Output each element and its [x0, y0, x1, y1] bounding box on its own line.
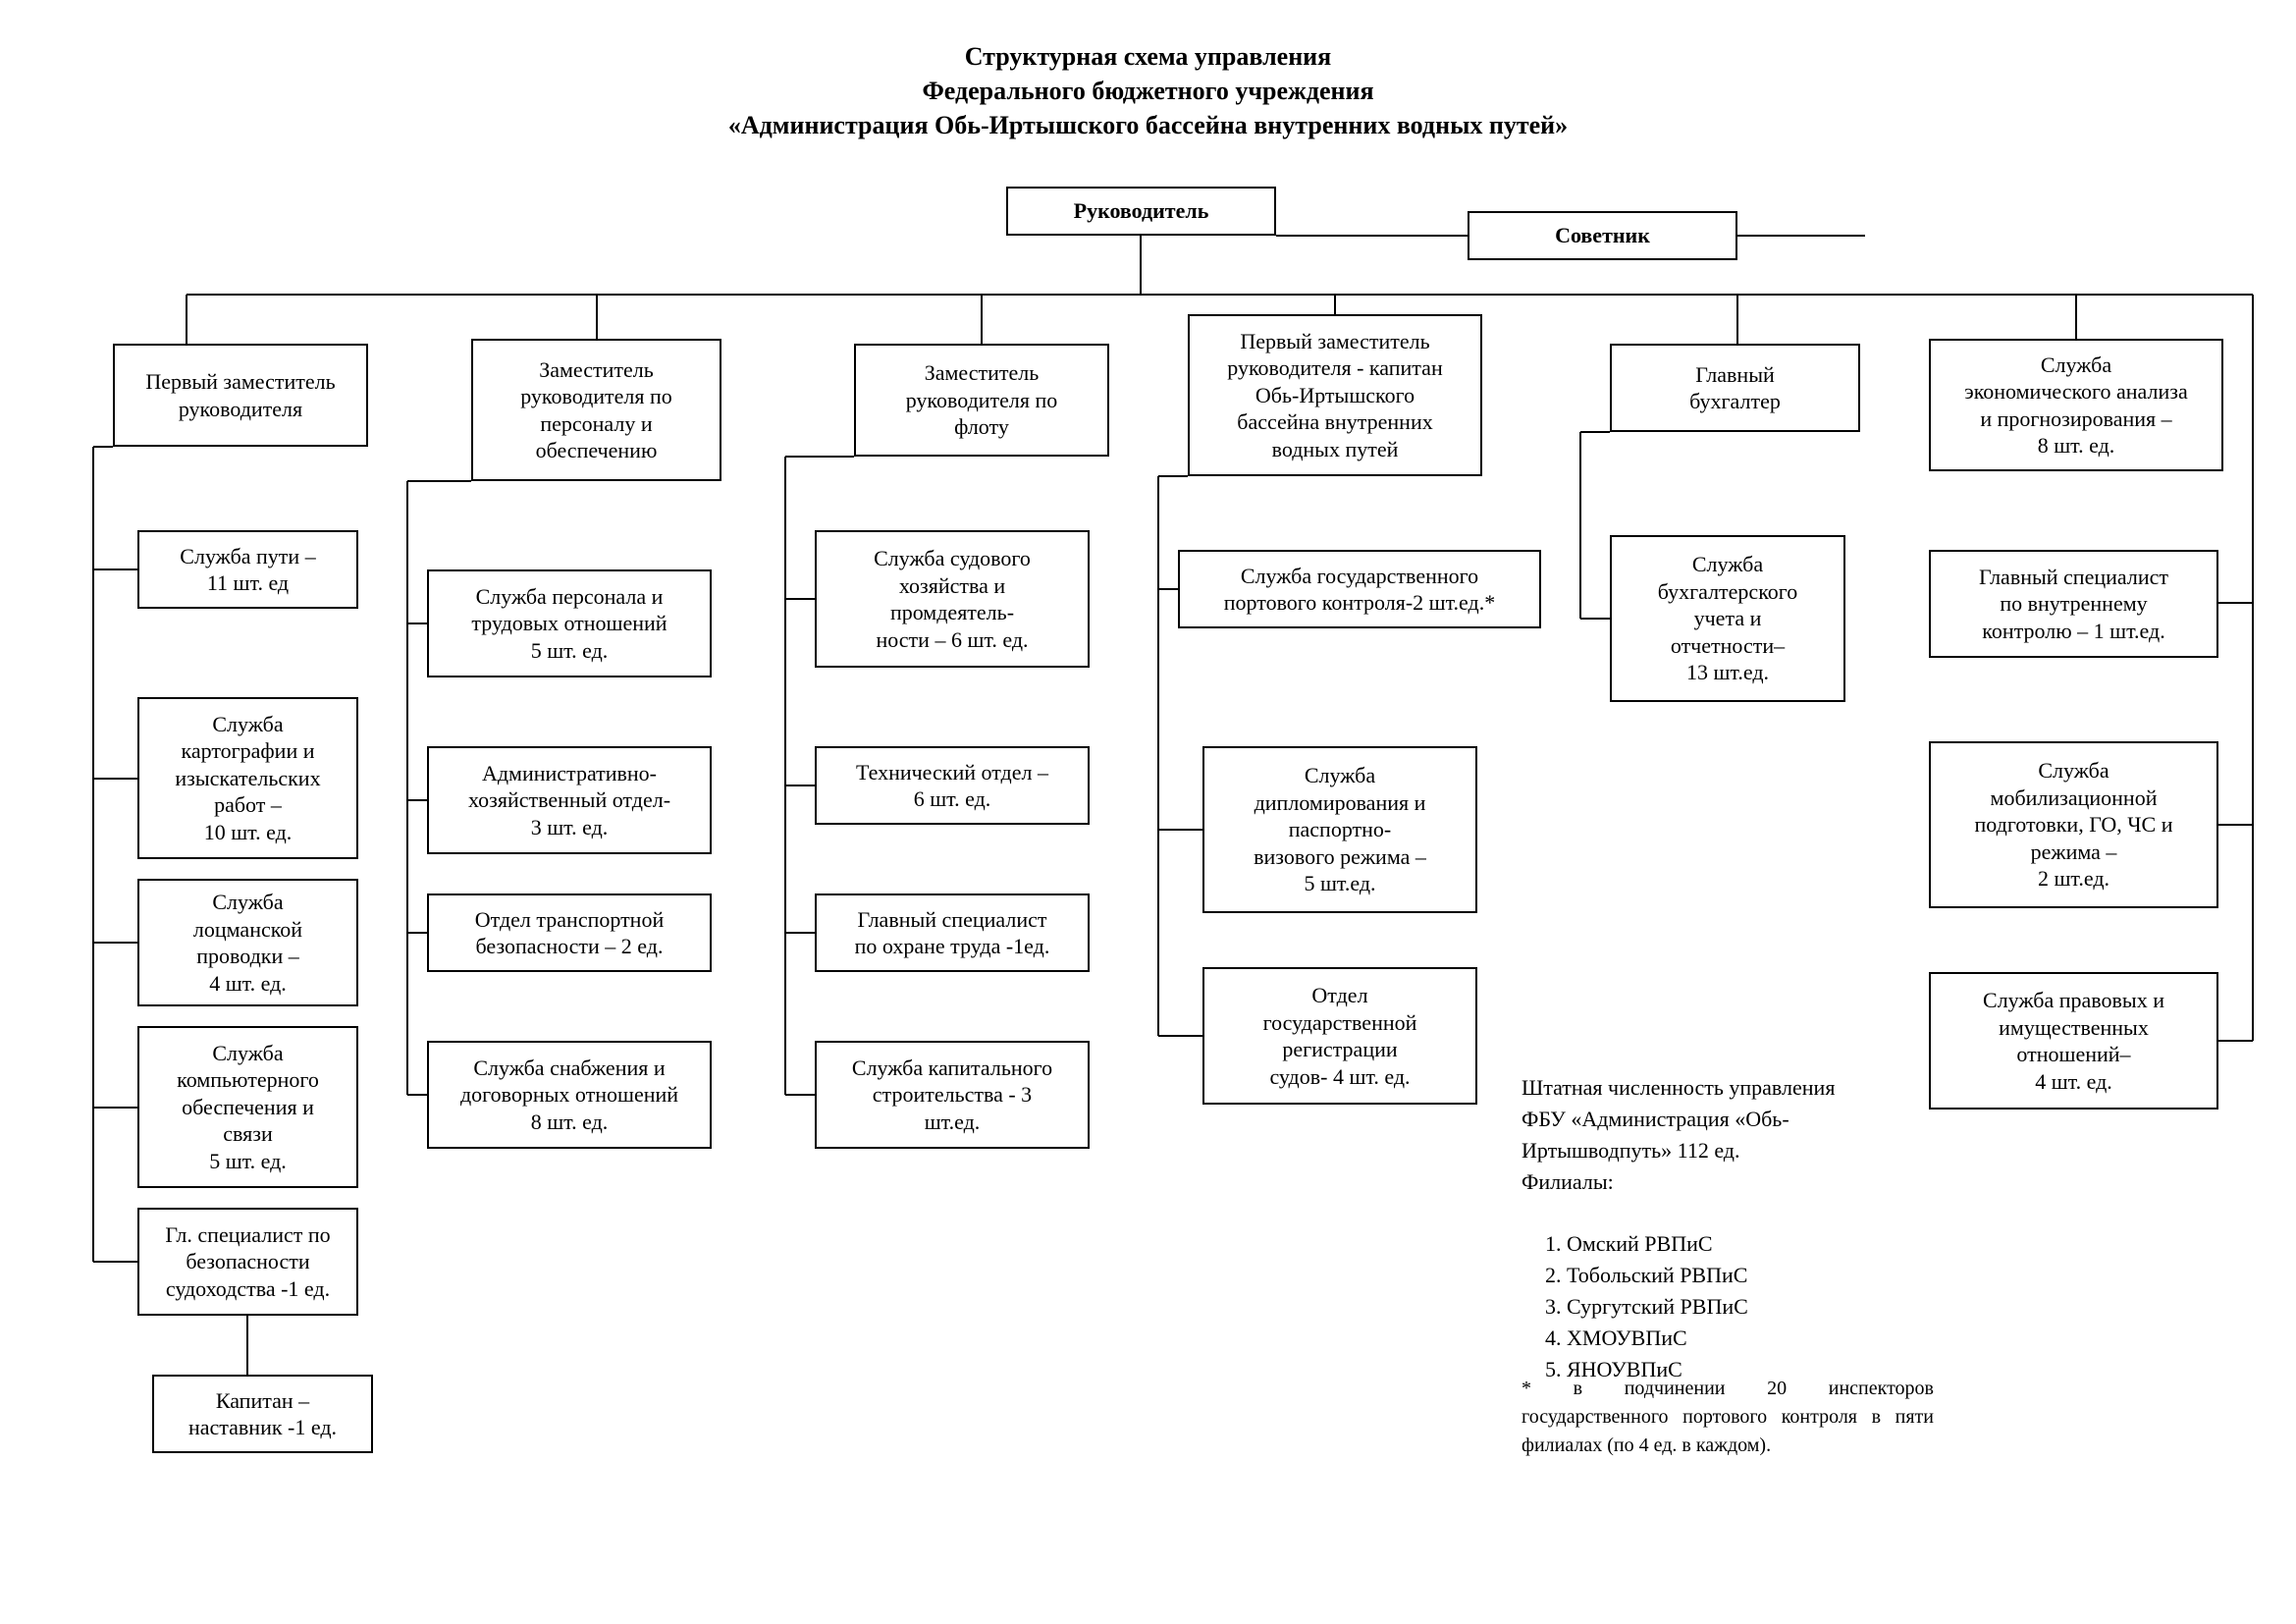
- node-d2_2: Административно- хозяйственный отдел- 3 …: [427, 746, 712, 854]
- node-d2_1: Служба персонала и трудовых отношений 5 …: [427, 569, 712, 677]
- node-d3_2: Технический отдел – 6 шт. ед.: [815, 746, 1090, 825]
- node-d2_4: Служба снабжения и договорных отношений …: [427, 1041, 712, 1149]
- page-title: Структурная схема управления Федеральног…: [0, 0, 2296, 142]
- node-d6_2: Служба мобилизационной подготовки, ГО, Ч…: [1929, 741, 2218, 908]
- info-item: 1. Омский РВПиС: [1522, 1228, 1835, 1260]
- info-item: 3. Сургутский РВПиС: [1522, 1291, 1835, 1323]
- node-d1_1: Служба пути – 11 шт. ед: [137, 530, 358, 609]
- title-line-2: Федерального бюджетного учреждения: [0, 74, 2296, 108]
- node-d3_4: Служба капитального строительства - 3 шт…: [815, 1041, 1090, 1149]
- node-dep2: Заместитель руководителя по персоналу и …: [471, 339, 721, 481]
- info-heading: Штатная численность управления ФБУ «Адми…: [1522, 1072, 1835, 1198]
- node-d4_3: Отдел государственной регистрации судов-…: [1202, 967, 1477, 1105]
- info-block: Штатная численность управления ФБУ «Адми…: [1522, 1041, 1835, 1417]
- node-d4_1: Служба государственного портового контро…: [1178, 550, 1541, 628]
- info-item: 2. Тобольский РВПиС: [1522, 1260, 1835, 1291]
- node-dep1: Первый заместитель руководителя: [113, 344, 368, 447]
- title-line-3: «Администрация Обь-Иртышского бассейна в…: [0, 108, 2296, 142]
- node-d5_1: Служба бухгалтерского учета и отчетности…: [1610, 535, 1845, 702]
- node-d3_3: Главный специалист по охране труда -1ед.: [815, 893, 1090, 972]
- node-dep4: Первый заместитель руководителя - капита…: [1188, 314, 1482, 476]
- node-d3_1: Служба судового хозяйства и промдеятель-…: [815, 530, 1090, 668]
- node-d1_3: Служба лоцманской проводки – 4 шт. ед.: [137, 879, 358, 1006]
- node-advisor: Советник: [1468, 211, 1737, 260]
- node-dep5: Главный бухгалтер: [1610, 344, 1860, 432]
- node-dep6: Служба экономического анализа и прогнози…: [1929, 339, 2223, 471]
- node-d6_1: Главный специалист по внутреннему контро…: [1929, 550, 2218, 658]
- info-items: 1. Омский РВПиС2. Тобольский РВПиС3. Сур…: [1522, 1228, 1835, 1384]
- node-d1_2: Служба картографии и изыскательских рабо…: [137, 697, 358, 859]
- node-d6_3: Служба правовых и имущественных отношени…: [1929, 972, 2218, 1110]
- title-line-1: Структурная схема управления: [0, 39, 2296, 74]
- node-dep3: Заместитель руководителя по флоту: [854, 344, 1109, 457]
- node-d2_3: Отдел транспортной безопасности – 2 ед.: [427, 893, 712, 972]
- info-item: 4. ХМОУВПиС: [1522, 1323, 1835, 1354]
- node-d4_2: Служба дипломирования и паспортно- визов…: [1202, 746, 1477, 913]
- node-d1_6: Капитан – наставник -1 ед.: [152, 1375, 373, 1453]
- node-d1_4: Служба компьютерного обеспечения и связи…: [137, 1026, 358, 1188]
- footnote: * в подчинении 20 инспекторов государств…: [1522, 1375, 1934, 1460]
- node-root: Руководитель: [1006, 187, 1276, 236]
- node-d1_5: Гл. специалист по безопасности судоходст…: [137, 1208, 358, 1316]
